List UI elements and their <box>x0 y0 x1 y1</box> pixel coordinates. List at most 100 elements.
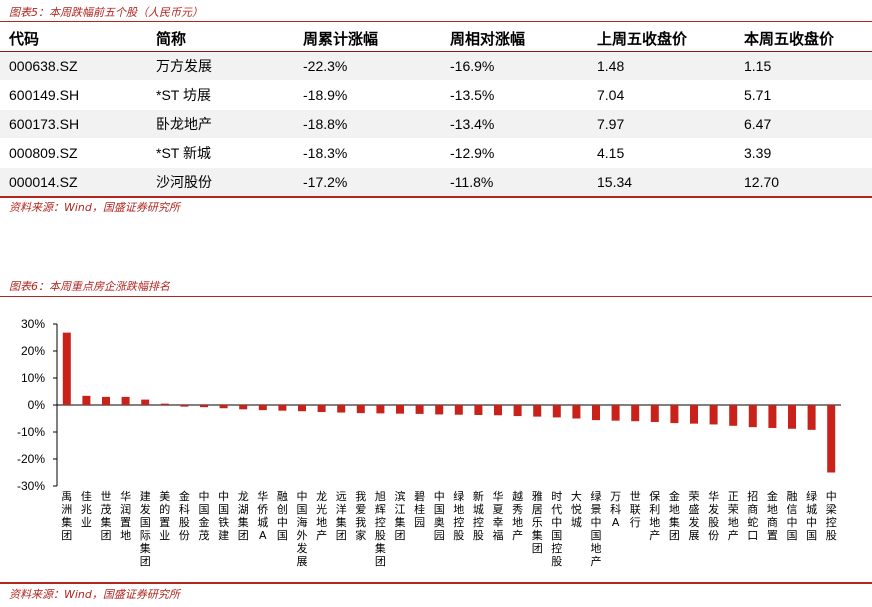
y-tick-label: -10% <box>17 425 45 439</box>
table-row: 000638.SZ 万方发展 -22.3% -16.9% 1.48 1.15 <box>0 51 872 81</box>
x-category-label: 融信中国 <box>787 490 798 542</box>
cell-code: 600173.SH <box>0 109 147 139</box>
bar <box>827 405 836 473</box>
x-category-label: 金地商置 <box>767 489 778 542</box>
bar <box>376 405 385 414</box>
bar <box>258 405 267 411</box>
x-category-label: 金地集团 <box>669 489 680 542</box>
bar <box>278 405 287 411</box>
bar <box>807 405 816 430</box>
header-this-close: 本周五收盘价 <box>744 29 835 48</box>
bar <box>415 405 424 414</box>
x-category-label: 招商蛇口 <box>747 489 758 542</box>
cell-this-close: 6.47 <box>735 109 872 139</box>
bar <box>670 405 679 424</box>
x-category-label: 华夏幸福 <box>493 489 504 542</box>
x-category-label: 正荣地产 <box>728 490 739 542</box>
y-tick-label: -20% <box>17 452 45 466</box>
cell-prev-close: 4.15 <box>597 145 625 161</box>
x-category-label: 中国铁建 <box>218 490 229 542</box>
bar <box>572 405 581 419</box>
x-category-label: 时代中国控股 <box>551 490 562 568</box>
bar <box>513 405 522 417</box>
x-category-label: 碧桂园 <box>414 490 425 529</box>
table-bottom-rule <box>0 196 872 198</box>
x-category-label: 滨江集团 <box>395 489 406 542</box>
cell-name: 沙河股份 <box>147 167 294 196</box>
cell-prev-close: 7.97 <box>588 109 735 139</box>
cell-name: 万方发展 <box>147 51 294 81</box>
x-axis-labels: 禹洲集团佳兆业世茂集团华润置地建发国际集团美的置业金科股份中国金茂中国铁建龙湖集… <box>61 489 836 568</box>
x-category-label: 华发股份 <box>708 489 719 542</box>
header-relative-change: 周相对涨幅 <box>450 29 526 48</box>
table-source-note: 资料来源：Wind，国盛证券研究所 <box>9 201 180 214</box>
bar <box>474 405 483 415</box>
x-category-label: 华侨城 A <box>257 489 268 542</box>
bar <box>709 405 718 425</box>
x-category-label: 世茂集团 <box>101 490 112 542</box>
table-row: 000014.SZ 沙河股份 -17.2% -11.8% 15.34 12.70 <box>0 167 872 196</box>
bar <box>356 405 365 414</box>
cell-name: *ST 新城 <box>156 145 211 161</box>
bar <box>690 405 698 424</box>
bar <box>533 405 542 417</box>
cell-weekly-change: -18.3% <box>303 145 348 161</box>
cell-weekly-change: -18.9% <box>303 87 348 103</box>
bar <box>729 405 738 426</box>
x-category-label: 保利地产 <box>649 489 660 542</box>
x-category-label: 金科股份 <box>179 489 190 542</box>
bar <box>788 405 796 429</box>
x-category-label: 龙湖集团 <box>238 490 249 542</box>
table-caption-rule <box>0 21 872 22</box>
header-prev-close: 上周五收盘价 <box>597 29 688 48</box>
bar <box>552 405 561 418</box>
cell-relative-change: -13.4% <box>441 109 588 139</box>
table-caption: 图表5：本周跌幅前五个股（人民币元） <box>9 6 203 19</box>
y-tick-label: 30% <box>21 317 45 331</box>
cell-this-close: 12.70 <box>735 167 872 196</box>
x-category-label: 雅居乐集团 <box>532 489 543 555</box>
bar <box>650 405 659 423</box>
bar <box>298 405 306 412</box>
cell-this-close: 1.15 <box>735 51 872 81</box>
x-category-label: 荣盛发展 <box>689 490 700 542</box>
x-category-label: 中国奥园 <box>434 490 445 542</box>
bar <box>141 399 150 405</box>
bar <box>337 405 346 413</box>
x-category-label: 中国海外发展 <box>297 490 308 568</box>
header-code: 代码 <box>9 29 40 48</box>
x-category-label: 万科 A <box>610 490 621 529</box>
x-category-label: 越秀地产 <box>512 489 523 542</box>
bar <box>239 405 248 410</box>
bar <box>396 405 404 414</box>
bar <box>494 405 502 416</box>
y-tick-label: -30% <box>17 479 45 493</box>
x-category-label: 佳兆业 <box>81 489 92 529</box>
bar <box>82 395 91 405</box>
stocks-table: 代码 简称 周累计涨幅 周相对涨幅 上周五收盘价 本周五收盘价 000638.S… <box>0 25 872 196</box>
cell-this-close: 5.71 <box>744 87 772 103</box>
x-category-label: 绿城中国 <box>806 489 817 542</box>
cell-weekly-change: -18.8% <box>294 109 441 139</box>
x-category-label: 旭辉控股集团 <box>375 489 386 568</box>
bar <box>631 405 640 422</box>
chart-caption: 图表6：本周重点房企涨跌幅排名 <box>9 280 170 293</box>
x-category-label: 华润置地 <box>120 489 131 542</box>
y-tick-label: 20% <box>21 344 45 358</box>
cell-code: 000014.SZ <box>0 167 147 196</box>
cell-prev-close: 1.48 <box>588 51 735 81</box>
bar <box>102 396 110 405</box>
bar <box>592 405 600 421</box>
ranking-bar-chart: -30% -20% -10% 0% 10% 20% 30% 禹洲集团佳兆业世茂集团华润置地建… <box>17 317 841 568</box>
bar <box>317 405 326 413</box>
y-tick-label: 0% <box>28 398 46 412</box>
bar <box>62 332 71 405</box>
bar <box>435 405 444 415</box>
x-category-label: 中国金茂 <box>199 490 210 542</box>
cell-prev-close: 15.34 <box>588 167 735 196</box>
chart-bottom-rule <box>0 582 872 584</box>
x-category-label: 禹洲集团 <box>61 490 72 542</box>
x-category-label: 中梁控股 <box>826 490 837 542</box>
x-category-label: 新城控股 <box>473 489 484 542</box>
x-category-label: 美的置业 <box>159 490 170 542</box>
